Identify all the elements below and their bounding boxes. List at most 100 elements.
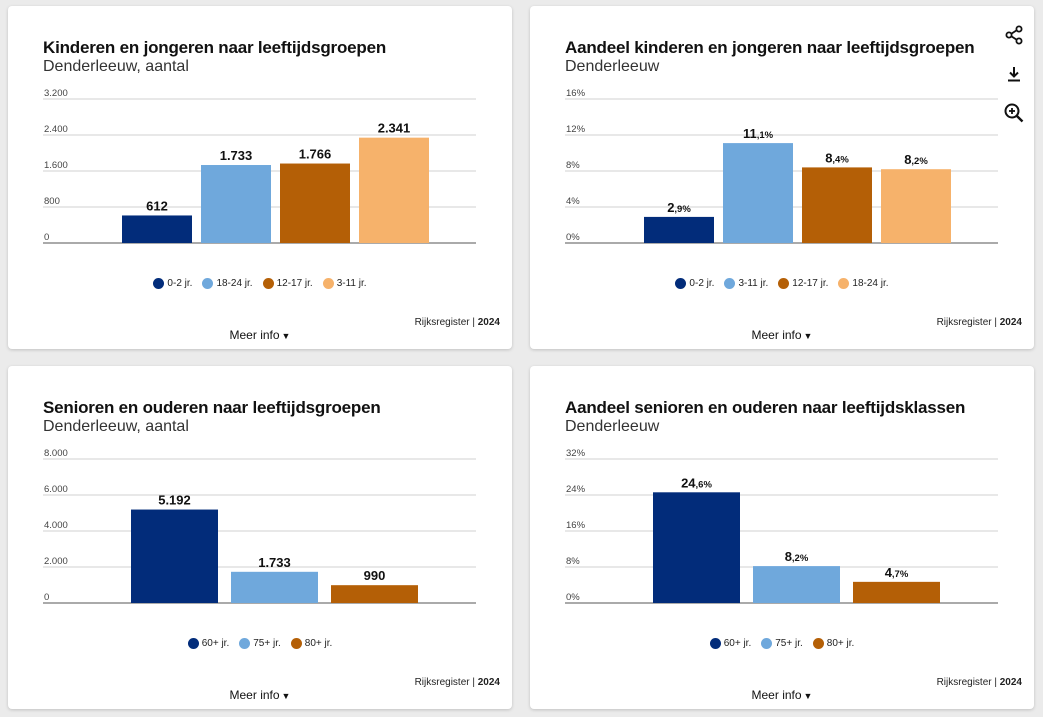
card-subtitle: Denderleeuw (565, 418, 660, 435)
zoom-in-icon[interactable] (1001, 100, 1027, 126)
source-name: Rijksregister (414, 677, 470, 688)
data-label: 990 (364, 568, 386, 583)
legend-label: 3-11 jr. (336, 278, 367, 289)
bar (359, 137, 429, 243)
meer-info-label: Meer info (751, 688, 802, 702)
chart-card-kinderen-aandeel: Aandeel kinderen en jongeren naar leefti… (530, 6, 1034, 349)
legend-dot (239, 638, 251, 649)
caret-down-icon: ▼ (281, 331, 291, 341)
legend-dot (675, 278, 687, 289)
legend-item[interactable]: 18-24 jr. (838, 278, 889, 289)
bar (753, 566, 840, 603)
legend-label: 18-24 jr. (216, 278, 253, 289)
source-name: Rijksregister (936, 677, 992, 688)
bar (131, 509, 218, 603)
chart-legend: 0-2 jr. 18-24 jr. 12-17 jr. 3-11 jr. (8, 278, 512, 289)
legend-item[interactable]: 80+ jr. (290, 638, 333, 649)
y-tick-label: 0 (44, 592, 49, 603)
chart-legend: 0-2 jr. 3-11 jr. 12-17 jr. 18-24 jr. (530, 278, 1034, 289)
y-tick-label: 1.600 (44, 160, 68, 171)
legend-item[interactable]: 0-2 jr. (675, 278, 714, 289)
legend-item[interactable]: 60+ jr. (187, 638, 229, 649)
meer-info-button[interactable]: Meer info ▼ (230, 328, 291, 342)
y-tick-label: 8.000 (44, 448, 68, 459)
y-tick-label: 8% (566, 160, 580, 171)
caret-down-icon: ▼ (803, 331, 813, 341)
data-label: 1.766 (299, 147, 332, 162)
y-tick-label: 0% (566, 232, 580, 243)
legend-label: 75+ jr. (775, 638, 803, 649)
card-title: Kinderen en jongeren naar leeftijdsgroep… (43, 38, 387, 57)
card-title: Aandeel kinderen en jongeren naar leefti… (565, 38, 975, 57)
legend-dot (724, 278, 736, 289)
meer-info-button[interactable]: Meer info ▼ (752, 328, 813, 342)
legend-label: 80+ jr. (304, 638, 333, 649)
data-label: 2.341 (378, 121, 411, 136)
legend-label: 80+ jr. (826, 638, 855, 649)
legend-item[interactable]: 75+ jr. (761, 638, 803, 649)
legend-dot (709, 638, 721, 649)
data-label: 8,2% (904, 152, 928, 167)
legend-dot (322, 278, 334, 289)
source-credit: Rijksregister | 2024 (414, 317, 500, 328)
bar (280, 163, 350, 243)
legend-label: 18-24 jr. (852, 278, 889, 289)
legend-item[interactable]: 3-11 jr. (724, 278, 768, 289)
card-subtitle: Denderleeuw, aantal (43, 418, 189, 435)
bar (231, 571, 318, 603)
meer-info-toggle: Meer info ▼ (530, 328, 1034, 342)
y-tick-label: 6.000 (44, 484, 68, 495)
source-credit: Rijksregister | 2024 (936, 317, 1022, 328)
source-year: 2024 (477, 677, 500, 688)
legend-dot (290, 638, 302, 649)
download-icon[interactable] (1001, 61, 1027, 87)
legend-item[interactable]: 0-2 jr. (153, 278, 192, 289)
chart-card-kinderen-aantal: Kinderen en jongeren naar leeftijdsgroep… (8, 6, 512, 349)
legend-item[interactable]: 12-17 jr. (262, 278, 313, 289)
y-tick-label: 0 (44, 232, 49, 243)
y-tick-label: 4.000 (44, 520, 68, 531)
legend-item[interactable]: 80+ jr. (812, 638, 855, 649)
y-tick-label: 16% (566, 88, 586, 99)
y-tick-label: 24% (566, 484, 586, 495)
legend-dot (812, 638, 824, 649)
legend-item[interactable]: 60+ jr. (709, 638, 752, 649)
legend-dot (262, 278, 274, 289)
bar-chart: 0 2.000 4.000 6.000 8.000 5.192 1.733 990 (43, 448, 476, 604)
data-label: 4,7% (885, 565, 909, 580)
meer-info-button[interactable]: Meer info ▼ (230, 688, 291, 702)
chart-card-senioren-aantal: Senioren en ouderen naar leeftijdsgroepe… (8, 366, 512, 709)
meer-info-label: Meer info (229, 688, 280, 702)
legend-dot (761, 638, 773, 649)
legend-item[interactable]: 12-17 jr. (778, 278, 828, 289)
legend-dot (187, 638, 199, 649)
card-title: Aandeel senioren en ouderen naar leeftij… (565, 398, 966, 417)
legend-dot (778, 278, 790, 289)
y-tick-label: 32% (566, 448, 586, 459)
y-tick-label: 0% (566, 592, 580, 603)
card-subtitle: Denderleeuw (565, 58, 660, 75)
legend-item[interactable]: 3-11 jr. (322, 278, 367, 289)
y-tick-label: 16% (566, 520, 586, 531)
y-tick-label: 12% (566, 124, 586, 135)
legend-label: 0-2 jr. (167, 278, 193, 289)
share-icon[interactable] (1001, 22, 1027, 48)
data-label: 5.192 (158, 493, 191, 508)
legend-dot (838, 278, 850, 289)
legend-label: 0-2 jr. (689, 278, 715, 289)
y-tick-label: 3.200 (44, 88, 68, 99)
meer-info-button[interactable]: Meer info ▼ (752, 688, 813, 702)
bar (802, 167, 872, 243)
legend-label: 60+ jr. (723, 638, 752, 649)
data-label: 2,9% (667, 200, 691, 215)
chart-card-senioren-aandeel: Aandeel senioren en ouderen naar leeftij… (530, 366, 1034, 709)
legend-item[interactable]: 75+ jr. (239, 638, 281, 649)
legend-label: 12-17 jr. (276, 278, 313, 289)
bar (644, 216, 714, 243)
legend-item[interactable]: 18-24 jr. (202, 278, 253, 289)
meer-info-label: Meer info (751, 328, 802, 342)
source-name: Rijksregister (414, 317, 470, 328)
bar (881, 169, 951, 243)
bar (853, 581, 940, 603)
card-title: Senioren en ouderen naar leeftijdsgroepe… (43, 398, 381, 417)
